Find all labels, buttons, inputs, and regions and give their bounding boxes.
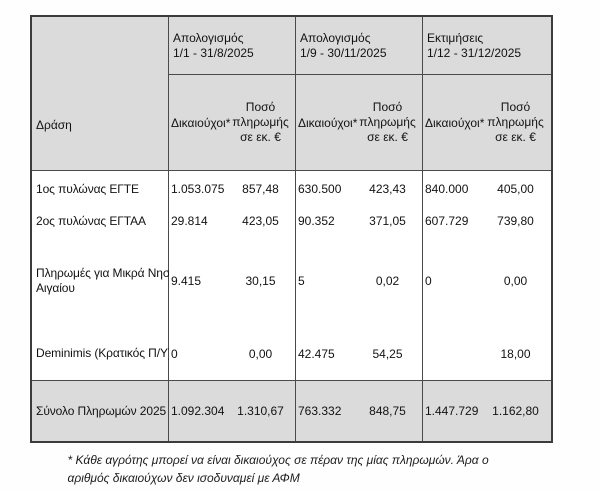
beneficiaries-subheader: Δικαιούχοι* [425, 115, 485, 130]
amount-value: 0,00 [503, 274, 528, 288]
amount-subheader: Ποσό πληρωμής σε εκ. € [232, 100, 289, 144]
row-label-small-islands: Πληρωμές για Μικρά Νησιά Αιγαίου [36, 266, 180, 295]
period-1-title: Απολογισμός [173, 30, 244, 45]
amount-value: 739,80 [497, 214, 534, 228]
period-group-3: Εκτιμήσεις 1/12 - 31/12/2025 Δικαιούχοι*… [423, 17, 551, 441]
period-3-title: Εκτιμήσεις [427, 30, 484, 45]
payments-table: Δράση 1ος πυλώνας ΕΓΤΕ 2ος πυλώνας ΕΓΤΑΑ… [30, 15, 553, 443]
footnote-line-1: * Κάθε αγρότης μπορεί να είναι δικαιούχο… [67, 453, 489, 467]
row-label-pillar2: 2ος πυλώνας ΕΓΤΑΑ [36, 213, 146, 228]
amount-value: 0,00 [248, 346, 273, 361]
period-1-subheaders: Δικαιούχοι* Ποσό πληρωμής σε εκ. € [169, 75, 295, 171]
beneficiaries-value: 29.814 [171, 214, 208, 228]
row-label-deminimis: Deminimis (Κρατικός Π/Υ) [36, 346, 172, 360]
period-3-header: Εκτιμήσεις 1/12 - 31/12/2025 [423, 17, 551, 75]
period-3-values: 840.000 405,00 607.729 739,80 0 0,00 18,… [423, 171, 551, 381]
row-label-pillar1: 1ος πυλώνας ΕΓΤΕ [36, 181, 139, 196]
amount-value: 857,48 [242, 182, 279, 196]
period-1-values: 1.053.075 857,48 29.814 423,05 9.415 30,… [169, 171, 295, 381]
amount-value: 18,00 [500, 346, 531, 361]
beneficiaries-value: 840.000 [425, 182, 469, 196]
amount-value: 30,15 [245, 274, 276, 288]
period-2-subheaders: Δικαιούχοι* Ποσό πληρωμής σε εκ. € [296, 75, 422, 171]
footnote: * Κάθε αγρότης μπορεί να είναι δικαιούχο… [0, 452, 600, 487]
footnote-line-2: αριθμός δικαιούχων δεν ισοδυναμεί με ΑΦΜ [67, 470, 300, 485]
period-2-header: Απολογισμός 1/9 - 30/11/2025 [296, 17, 422, 75]
amount-subheader: Ποσό πληρωμής σε εκ. € [359, 100, 416, 144]
amount-value: 405,00 [497, 182, 534, 196]
total-label-cell: Σύνολο Πληρωμών 2025 [32, 381, 168, 441]
amount-subheader: Ποσό πληρωμής σε εκ. € [487, 100, 544, 144]
action-labels: 1ος πυλώνας ΕΓΤΕ 2ος πυλώνας ΕΓΤΑΑ Πληρω… [32, 171, 180, 381]
amount-value: 423,05 [242, 214, 279, 228]
beneficiaries-subheader: Δικαιούχοι* [298, 115, 358, 130]
period-3-range: 1/12 - 31/12/2025 [427, 45, 522, 60]
action-column-header-cell: Δράση [32, 17, 168, 171]
total-amount-value: 848,75 [369, 404, 406, 418]
amount-value: 0,02 [375, 274, 400, 288]
amount-value: 371,05 [369, 214, 406, 228]
amount-value: 54,25 [372, 346, 403, 361]
beneficiaries-value: 90.352 [298, 214, 335, 228]
period-group-1: Απολογισμός 1/1 - 31/8/2025 Δικαιούχοι* … [169, 17, 296, 441]
beneficiaries-value: 0 [171, 346, 178, 361]
total-label: Σύνολο Πληρωμών 2025 [36, 404, 167, 418]
period-2-values: 630.500 423,43 90.352 371,05 5 0,02 42.4… [296, 171, 422, 381]
beneficiaries-value: 42.475 [298, 346, 335, 361]
total-amount-value: 1.310,67 [237, 404, 284, 418]
action-column: Δράση 1ος πυλώνας ΕΓΤΕ 2ος πυλώνας ΕΓΤΑΑ… [32, 17, 180, 441]
total-beneficiaries-value: 1.447.729 [425, 404, 479, 418]
period-3-subheaders: Δικαιούχοι* Ποσό πληρωμής σε εκ. € [423, 75, 551, 171]
beneficiaries-value: 630.500 [298, 182, 342, 196]
beneficiaries-value: 1.053.075 [171, 182, 225, 196]
amount-value: 423,43 [369, 182, 406, 196]
period-1-range: 1/1 - 31/8/2025 [173, 45, 254, 60]
period-2-title: Απολογισμός [300, 30, 371, 45]
beneficiaries-subheader: Δικαιούχοι* [171, 115, 231, 130]
period-2-total: 763.332 848,75 [296, 381, 422, 441]
action-column-header: Δράση [36, 118, 72, 132]
period-1-header: Απολογισμός 1/1 - 31/8/2025 [169, 17, 295, 75]
total-amount-value: 1.162,80 [492, 404, 539, 418]
period-1-total: 1.092.304 1.310,67 [169, 381, 295, 441]
total-beneficiaries-value: 1.092.304 [171, 404, 225, 418]
beneficiaries-value: 9.415 [171, 274, 202, 288]
beneficiaries-value: 5 [298, 274, 305, 288]
period-3-total: 1.447.729 1.162,80 [423, 381, 551, 441]
period-group-2: Απολογισμός 1/9 - 30/11/2025 Δικαιούχοι*… [296, 17, 423, 441]
total-beneficiaries-value: 763.332 [298, 404, 342, 418]
beneficiaries-value: 0 [425, 274, 432, 288]
period-2-range: 1/9 - 30/11/2025 [300, 45, 387, 60]
beneficiaries-value: 607.729 [425, 214, 469, 228]
